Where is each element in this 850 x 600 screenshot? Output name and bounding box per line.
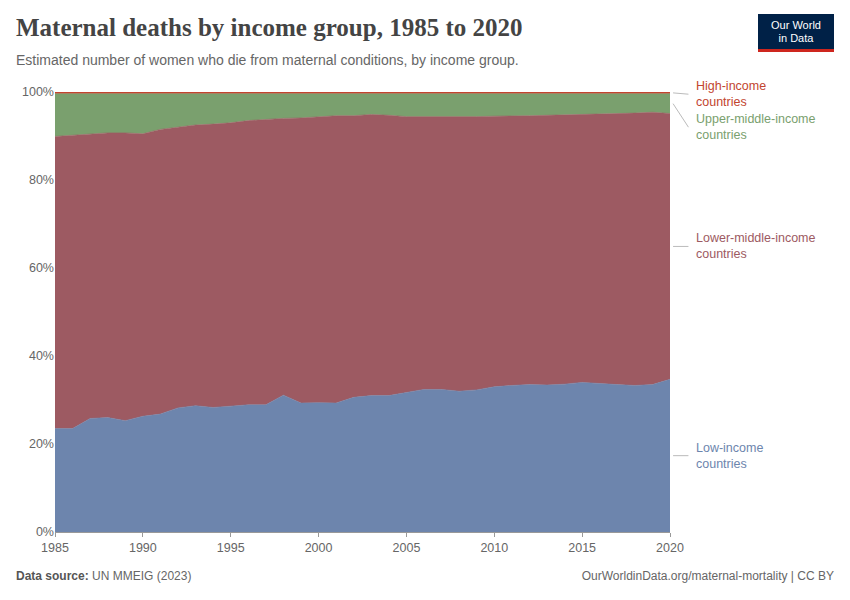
svg-text:1990: 1990 xyxy=(129,541,157,555)
svg-text:2010: 2010 xyxy=(480,541,508,555)
svg-text:1985: 1985 xyxy=(41,541,69,555)
svg-text:2005: 2005 xyxy=(393,541,421,555)
svg-text:0%: 0% xyxy=(36,525,54,539)
svg-text:20%: 20% xyxy=(29,437,54,451)
svg-text:100%: 100% xyxy=(22,85,54,99)
html-text:Data source: UN MMEIG (2023): Data source: UN MMEIG (2023) xyxy=(16,569,192,583)
svg-text:Upper-middle-incomecountries: Upper-middle-incomecountries xyxy=(696,112,816,142)
svg-text:High-incomecountries: High-incomecountries xyxy=(696,79,766,109)
svg-text:1995: 1995 xyxy=(217,541,245,555)
svg-text:60%: 60% xyxy=(29,261,54,275)
svg-text:Lower-middle-incomecountries: Lower-middle-incomecountries xyxy=(696,231,816,261)
svg-text:Low-incomecountries: Low-incomecountries xyxy=(696,441,763,471)
html-text:in Data: in Data xyxy=(778,32,814,44)
html-text:OurWorldinData.org/maternal-mo: OurWorldinData.org/maternal-mortality | … xyxy=(581,569,834,583)
html-text:Our World: Our World xyxy=(771,19,821,31)
html-text:Maternal deaths by income grou: Maternal deaths by income group, 1985 to… xyxy=(16,14,523,41)
svg-text:40%: 40% xyxy=(29,349,54,363)
html-text:Estimated number of women who: Estimated number of women who die from m… xyxy=(16,52,519,68)
svg-text:2015: 2015 xyxy=(568,541,596,555)
svg-text:2020: 2020 xyxy=(656,541,684,555)
svg-text:2000: 2000 xyxy=(305,541,333,555)
svg-text:80%: 80% xyxy=(29,173,54,187)
